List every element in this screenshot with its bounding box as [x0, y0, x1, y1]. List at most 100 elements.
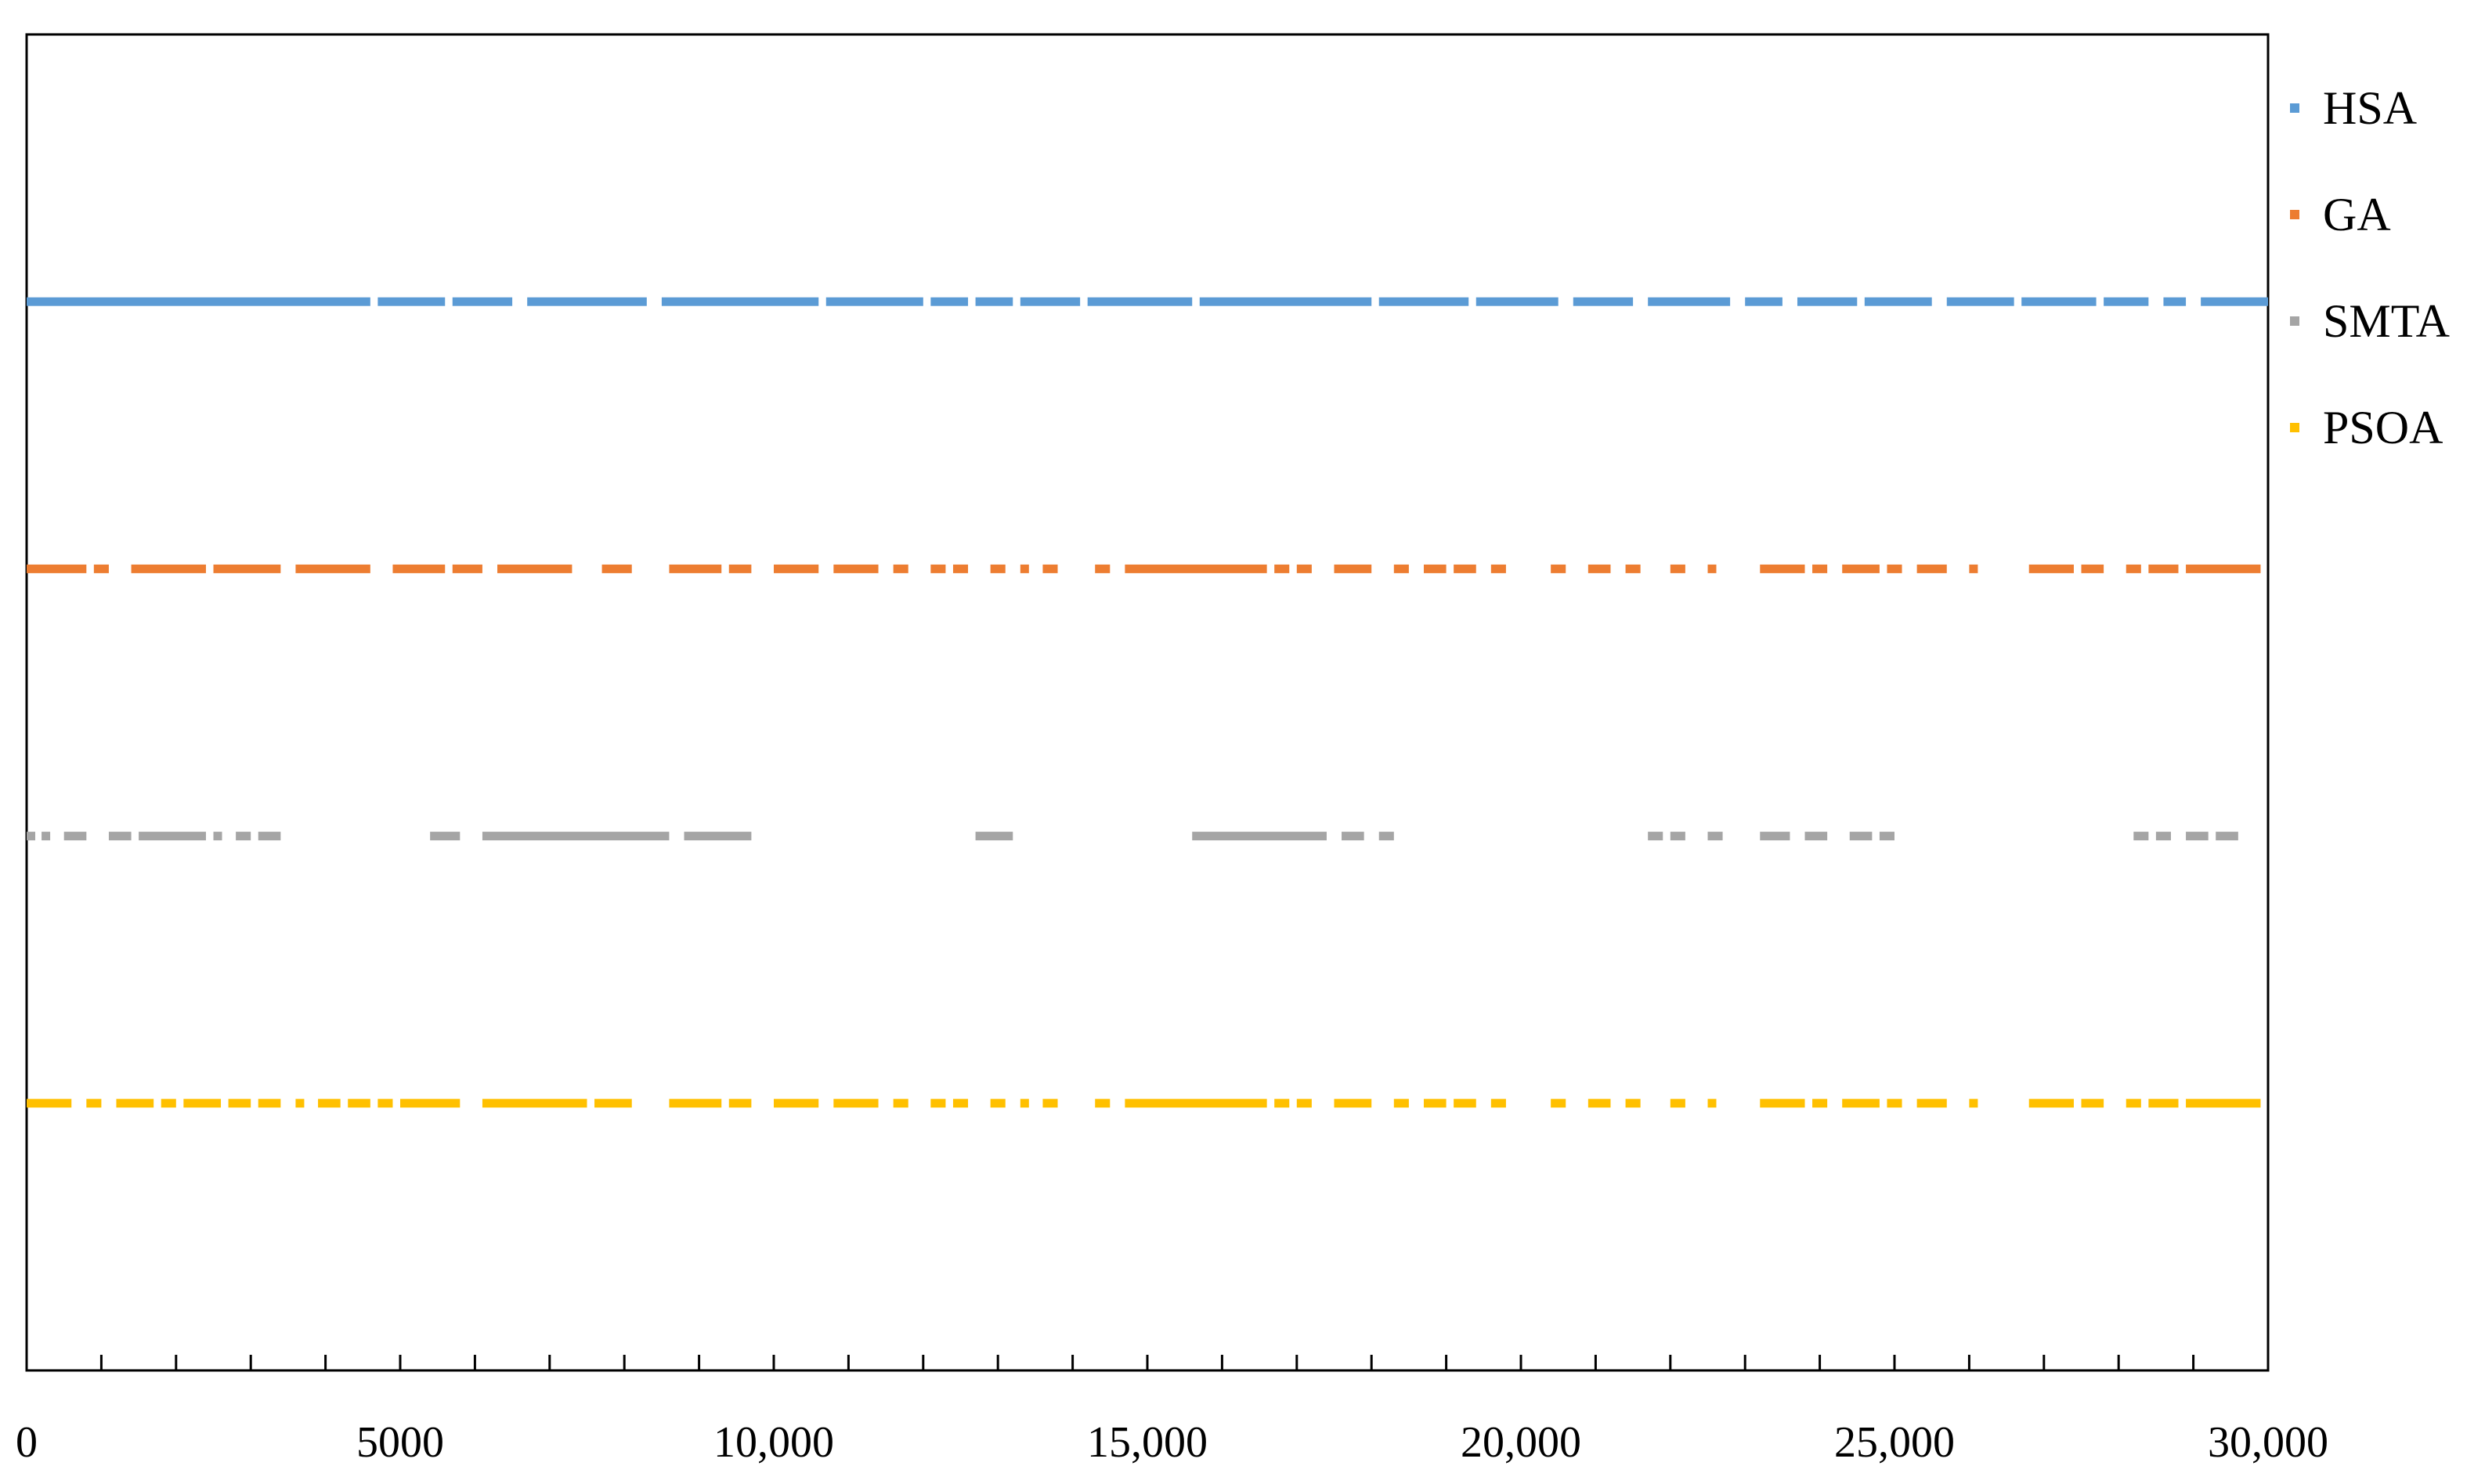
x-tick-label: 0 — [16, 1418, 38, 1467]
data-point-run — [2133, 832, 2149, 841]
x-tick-label: 20,000 — [1461, 1418, 1581, 1467]
data-point-run — [1849, 832, 1873, 841]
data-point-run — [1199, 297, 1372, 306]
data-point-run — [1342, 832, 1364, 841]
data-point-run — [2216, 832, 2238, 841]
data-point-run — [1670, 1099, 1685, 1108]
data-point-run — [1454, 564, 1476, 573]
legend[interactable]: HSA GA SMTA PSOA — [2290, 82, 2450, 453]
data-point-run — [2028, 564, 2074, 573]
data-point-run — [27, 1099, 72, 1108]
data-point-run — [482, 832, 670, 841]
data-point-run — [1423, 564, 1447, 573]
x-tick-label: 25,000 — [1834, 1418, 1955, 1467]
x-tick-label: 10,000 — [713, 1418, 834, 1467]
data-point-run — [2148, 564, 2179, 573]
data-point-run — [1969, 564, 1978, 573]
data-point-run — [2028, 1099, 2074, 1108]
legend-label: HSA — [2323, 82, 2417, 134]
data-point-run — [1587, 1099, 1611, 1108]
data-point-run — [684, 832, 752, 841]
data-point-run — [2201, 297, 2268, 306]
data-point-run — [1625, 1099, 1641, 1108]
data-point-run — [1378, 832, 1394, 841]
data-point-run — [27, 297, 370, 306]
data-point-run — [348, 1099, 370, 1108]
data-point-run — [139, 832, 206, 841]
data-point-run — [2186, 564, 2261, 573]
data-point-run — [1296, 1099, 1312, 1108]
data-point-run — [213, 832, 222, 841]
data-point-run — [1095, 1099, 1111, 1108]
data-point-run — [1274, 1099, 1290, 1108]
data-point-run — [1842, 564, 1880, 573]
data-point-run — [258, 1099, 281, 1108]
data-point-run — [1393, 564, 1409, 573]
data-point-run — [1670, 832, 1685, 841]
data-point-run — [1670, 564, 1685, 573]
data-point-run — [1745, 297, 1782, 306]
data-point-run — [2081, 1099, 2104, 1108]
data-point-run — [213, 564, 281, 573]
data-point-run — [728, 564, 752, 573]
data-point-run — [1864, 297, 1932, 306]
data-point-run — [452, 297, 513, 306]
data-point-run — [228, 1099, 251, 1108]
data-point-run — [527, 297, 647, 306]
data-point-run — [990, 564, 1006, 573]
data-point-run — [669, 564, 722, 573]
data-point-run — [975, 297, 1013, 306]
x-tick-label: 5000 — [356, 1418, 444, 1467]
plot-frame — [25, 33, 2270, 1372]
data-point-run — [1042, 564, 1058, 573]
data-point-run — [1760, 832, 1790, 841]
legend-marker — [2290, 316, 2299, 326]
data-point-run — [2021, 297, 2097, 306]
data-point-run — [1879, 832, 1894, 841]
data-point-run — [930, 297, 969, 306]
data-point-run — [236, 832, 251, 841]
data-point-run — [1020, 564, 1029, 573]
data-point-run — [952, 564, 969, 573]
data-point-run — [482, 1099, 587, 1108]
x-tick-label: 15,000 — [1087, 1418, 1208, 1467]
data-point-run — [377, 297, 446, 306]
data-point-run — [990, 1099, 1006, 1108]
data-point-run — [975, 832, 1013, 841]
data-point-run — [2126, 1099, 2141, 1108]
series-hsa — [27, 297, 2268, 306]
data-point-run — [1490, 564, 1506, 573]
data-point-run — [1797, 297, 1858, 306]
legend-label: PSOA — [2323, 402, 2443, 453]
data-point-run — [825, 297, 923, 306]
data-point-run — [1760, 1099, 1805, 1108]
data-point-run — [377, 1099, 393, 1108]
data-point-run — [42, 832, 51, 841]
data-point-run — [1551, 564, 1566, 573]
data-point-run — [1887, 1099, 1902, 1108]
data-point-run — [430, 832, 461, 841]
data-point-run — [1454, 1099, 1476, 1108]
data-point-run — [893, 1099, 908, 1108]
data-point-run — [1707, 564, 1717, 573]
data-point-run — [131, 564, 206, 573]
legend-label: SMTA — [2323, 295, 2450, 347]
data-point-run — [318, 1099, 341, 1108]
data-point-run — [1192, 832, 1327, 841]
data-point-run — [108, 832, 132, 841]
data-point-run — [183, 1099, 222, 1108]
data-point-run — [1020, 297, 1081, 306]
data-point-run — [392, 564, 446, 573]
data-point-run — [661, 297, 819, 306]
data-point-run — [1125, 1099, 1267, 1108]
data-point-run — [1087, 297, 1193, 306]
series-ga — [27, 564, 2261, 573]
x-tick-label: 30,000 — [2208, 1418, 2328, 1467]
series-layer — [27, 297, 2268, 1108]
legend-marker — [2290, 423, 2299, 432]
data-point-run — [2186, 1099, 2261, 1108]
data-point-run — [1804, 832, 1828, 841]
data-point-run — [1946, 297, 2014, 306]
